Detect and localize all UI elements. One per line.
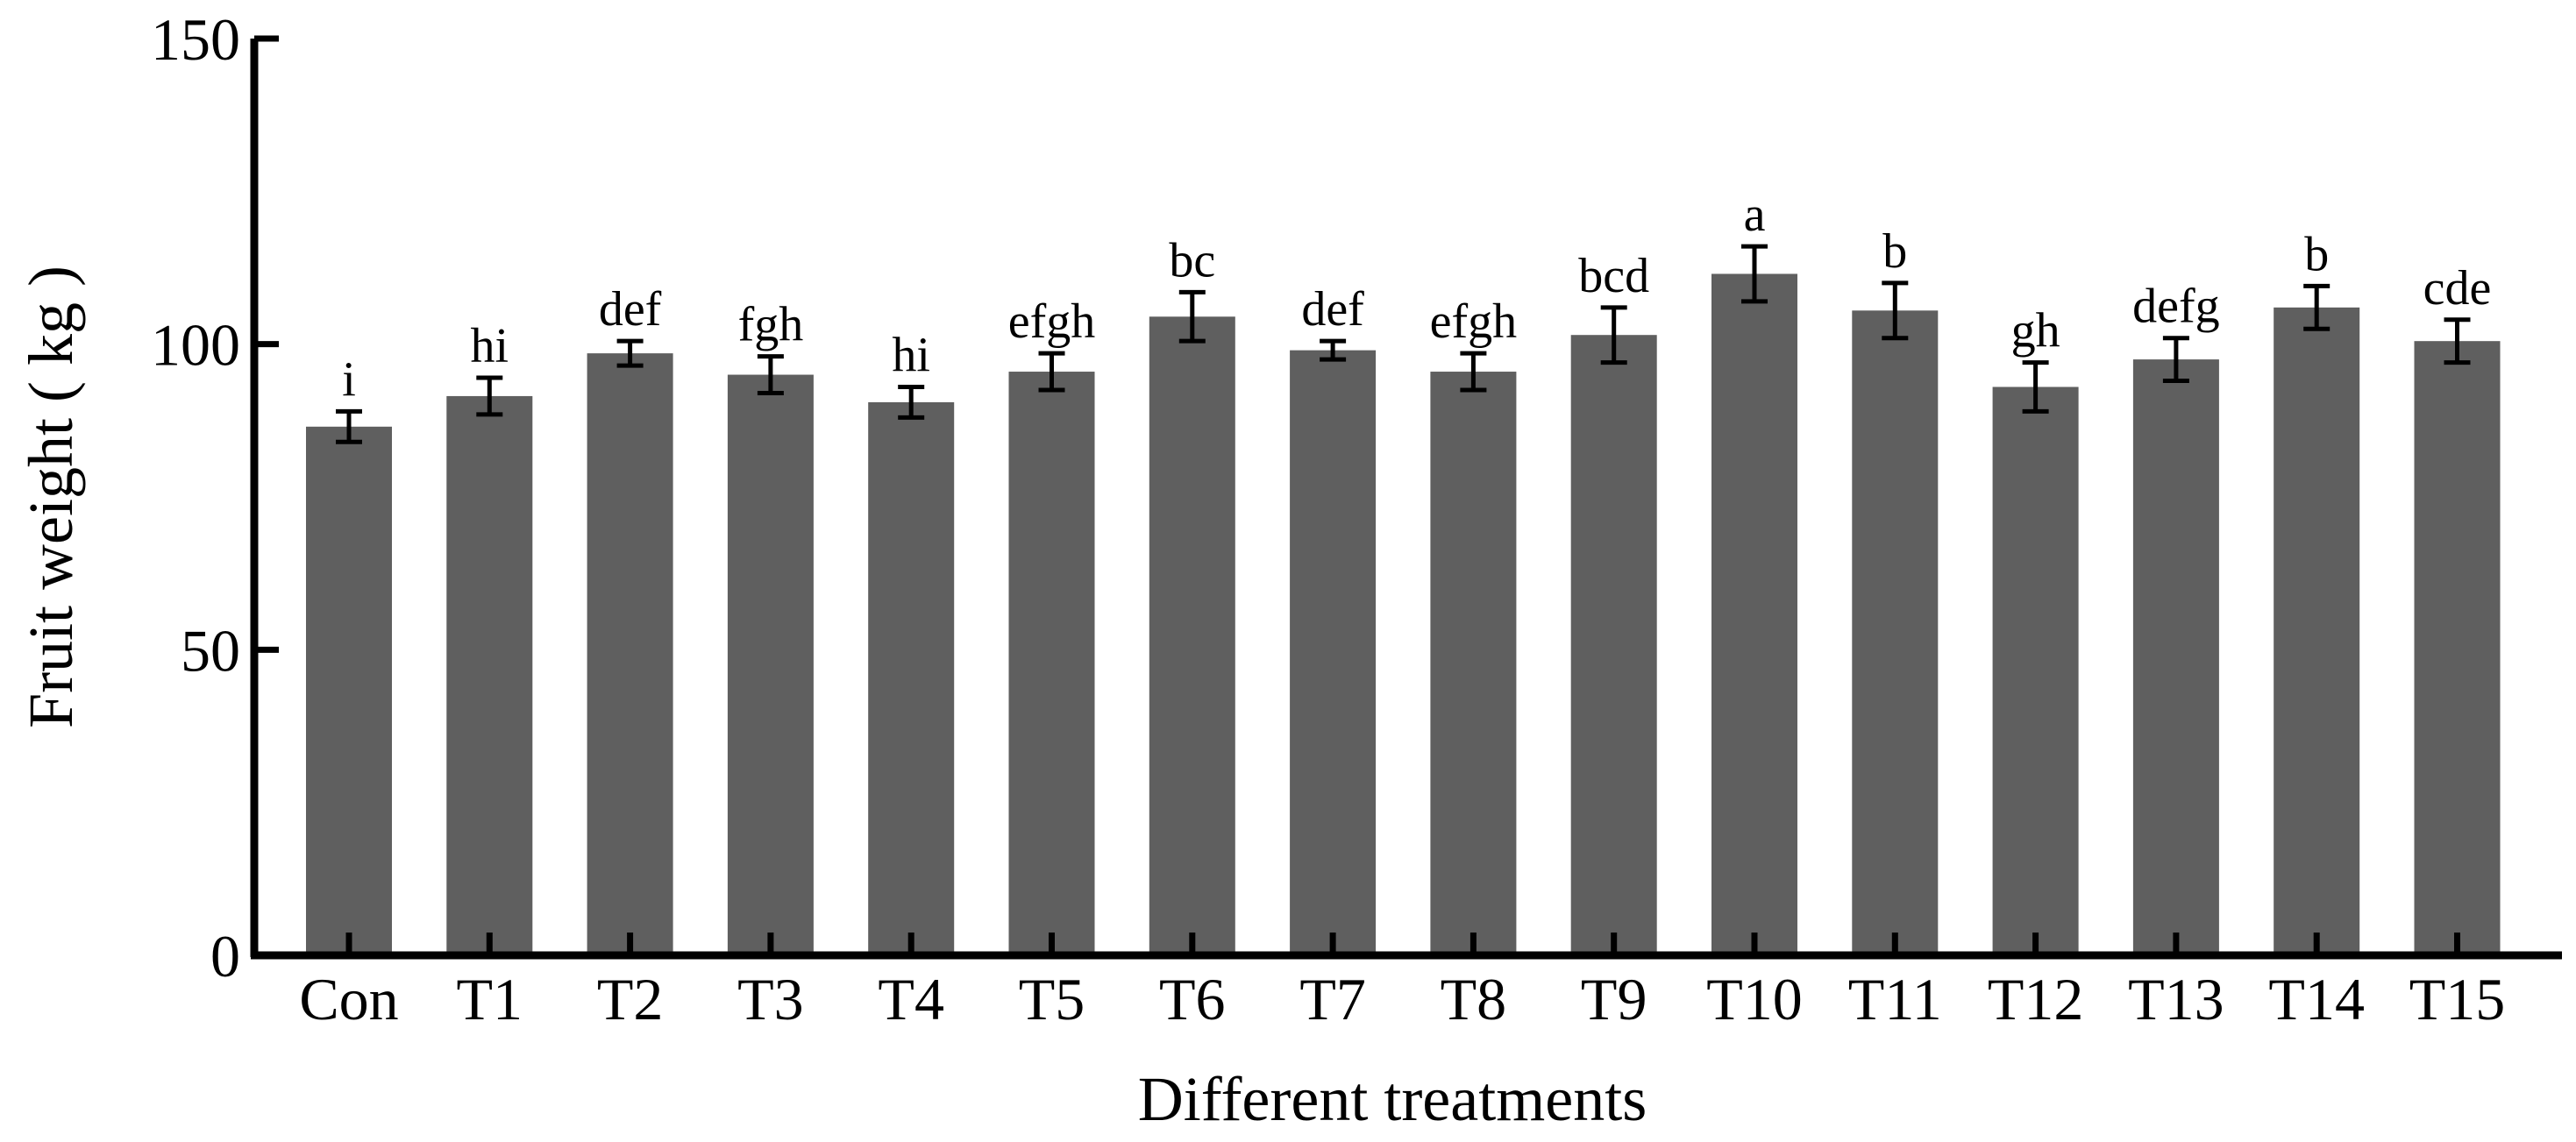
error-bar xyxy=(2444,317,2471,365)
y-axis-title: Fruit weight ( kg ) xyxy=(16,266,86,728)
x-tick-label: T4 xyxy=(878,966,944,1032)
bar xyxy=(2132,359,2219,956)
x-axis-title: Different treatments xyxy=(1138,1064,1647,1134)
x-tick-label: T2 xyxy=(597,966,664,1032)
significance-label: hi xyxy=(892,328,930,382)
x-tick-label: T12 xyxy=(1988,966,2084,1032)
y-tick-label: 0 xyxy=(210,923,240,989)
bar xyxy=(446,395,533,955)
error-bar xyxy=(2022,360,2049,414)
x-ticks-layer: Con T1 T2 T3 T4 T5 T6 T7 T8 T9 T10 T11 T12 T13 T14 T15 xyxy=(299,933,2505,1032)
significance-label: b xyxy=(2304,227,2329,281)
x-tick-label: T9 xyxy=(1581,966,1647,1032)
bar xyxy=(2274,307,2360,955)
error-bar xyxy=(1460,351,1487,393)
y-tick-label: 100 xyxy=(151,312,240,379)
significance-label: def xyxy=(599,282,662,337)
y-ticks-layer: 0 50 100 150 xyxy=(151,6,279,989)
bar xyxy=(1430,372,1517,956)
y-tick-label: 150 xyxy=(151,6,240,73)
bar xyxy=(1008,372,1095,956)
x-tick-label: T1 xyxy=(457,966,523,1032)
error-bar xyxy=(1320,338,1347,362)
x-tick-label: T5 xyxy=(1019,966,1085,1032)
bar xyxy=(1149,316,1235,956)
bars-layer xyxy=(306,273,2501,956)
significance-label: gh xyxy=(2011,304,2060,358)
error-bar xyxy=(898,384,925,420)
x-tick-label: T14 xyxy=(2268,966,2365,1032)
error-bar xyxy=(1038,351,1065,393)
bar xyxy=(1570,335,1657,955)
error-bar xyxy=(2162,336,2189,384)
bar xyxy=(1852,310,1939,955)
significance-label: bcd xyxy=(1578,249,1649,303)
error-bar xyxy=(2303,283,2330,331)
significance-label: efgh xyxy=(1430,294,1518,349)
bar xyxy=(587,353,673,955)
error-bar xyxy=(336,408,362,444)
bar xyxy=(2414,341,2501,955)
significance-label: i xyxy=(342,352,356,407)
x-tick-label: T10 xyxy=(1706,966,1803,1032)
x-tick-label: T15 xyxy=(2409,966,2506,1032)
error-bars-layer xyxy=(336,244,2471,444)
x-tick-label: T13 xyxy=(2128,966,2224,1032)
error-bar xyxy=(757,354,784,395)
significance-label: fgh xyxy=(738,298,804,352)
bar xyxy=(1290,350,1377,955)
significance-label: defg xyxy=(2132,280,2220,334)
y-tick-label: 50 xyxy=(181,617,240,684)
x-tick-label: T7 xyxy=(1299,966,1366,1032)
x-tick-label: T3 xyxy=(737,966,804,1032)
significance-label: bc xyxy=(1169,233,1215,287)
x-tick-label: T8 xyxy=(1441,966,1507,1032)
significance-label: cde xyxy=(2423,261,2492,316)
bar xyxy=(1711,273,1797,955)
x-tick-label: Con xyxy=(299,966,398,1032)
significance-label: a xyxy=(1744,188,1766,242)
error-bar xyxy=(1178,289,1206,344)
significance-label: efgh xyxy=(1008,294,1096,349)
significance-label: b xyxy=(1882,224,1907,279)
error-bar xyxy=(476,375,503,417)
error-bar xyxy=(1882,280,1909,341)
bar xyxy=(1992,387,2079,956)
bar xyxy=(727,374,814,955)
significance-label: def xyxy=(1301,282,1364,337)
x-tick-label: T11 xyxy=(1848,966,1942,1032)
significance-labels-layer: i hi def fgh hi efgh bc def efgh bcd a b gh defg b cde xyxy=(342,188,2491,407)
bar xyxy=(306,426,392,956)
x-tick-label: T6 xyxy=(1159,966,1226,1032)
error-bar xyxy=(1600,305,1627,365)
error-bar xyxy=(616,338,644,368)
error-bar xyxy=(1741,244,1768,304)
significance-label: hi xyxy=(471,319,509,373)
bar xyxy=(868,401,955,955)
